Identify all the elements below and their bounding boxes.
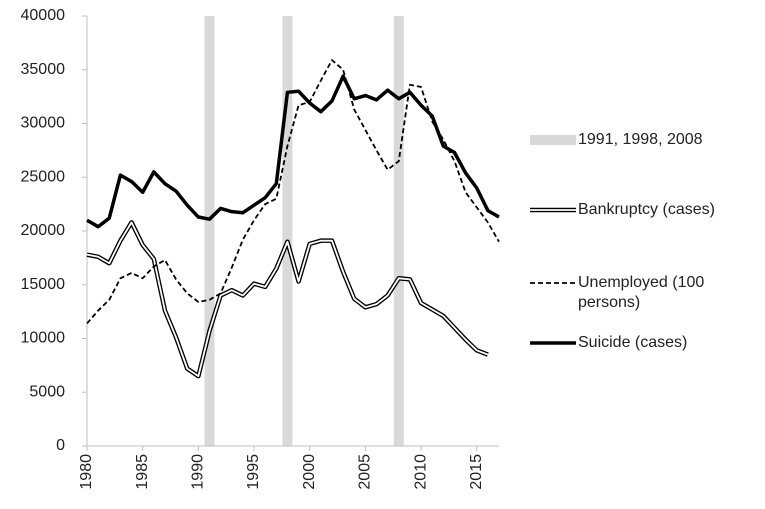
y-tick-label: 35000 bbox=[21, 61, 66, 78]
y-tick-label: 10000 bbox=[21, 330, 66, 347]
legend-label: Bankruptcy (cases) bbox=[578, 201, 715, 218]
legend-label: Suicide (cases) bbox=[578, 334, 688, 351]
y-tick-label: 0 bbox=[56, 437, 65, 454]
x-tick-label: 1985 bbox=[134, 454, 151, 490]
y-tick-label: 20000 bbox=[21, 222, 66, 239]
series-line-inner bbox=[86, 221, 489, 378]
series-line bbox=[86, 59, 500, 325]
y-tick-label: 25000 bbox=[21, 168, 66, 185]
legend-label: Unemployed (100 persons) bbox=[578, 274, 705, 311]
x-tick-label: 1980 bbox=[78, 454, 95, 490]
x-tick-label: 2005 bbox=[357, 454, 374, 490]
y-tick-label: 5000 bbox=[29, 383, 65, 400]
legend-label: 1991, 1998, 2008 bbox=[578, 131, 703, 148]
shaded-band bbox=[282, 16, 293, 446]
y-tick-label: 15000 bbox=[21, 276, 66, 293]
shaded-band bbox=[204, 16, 215, 446]
y-tick-label: 40000 bbox=[21, 7, 66, 24]
x-tick-label: 2015 bbox=[468, 454, 485, 490]
shaded-band bbox=[393, 16, 404, 446]
legend-swatch bbox=[530, 135, 576, 145]
x-tick-label: 1990 bbox=[190, 454, 207, 490]
series-line bbox=[86, 74, 500, 229]
x-tick-label: 1995 bbox=[245, 454, 262, 490]
x-tick-label: 2000 bbox=[301, 454, 318, 490]
y-tick-label: 30000 bbox=[21, 115, 66, 132]
x-tick-label: 2010 bbox=[412, 454, 429, 490]
